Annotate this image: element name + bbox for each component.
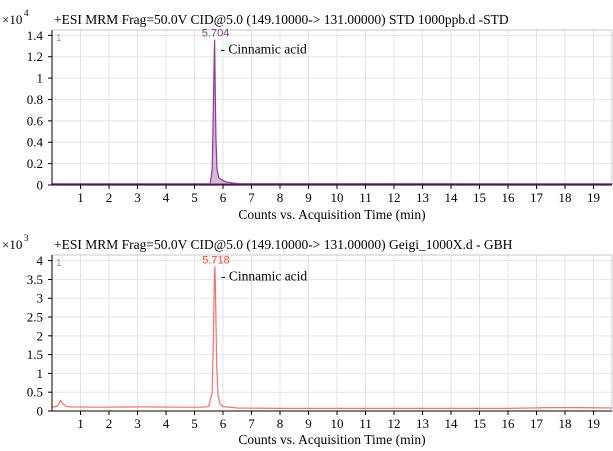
x-tick-label: 16 [501, 416, 515, 431]
x-tick-label: 17 [530, 190, 544, 205]
plot-area [52, 30, 612, 185]
x-tick-label: 3 [134, 190, 141, 205]
chart-title: +ESI MRM Frag=50.0V CID@5.0 (149.10000->… [54, 12, 509, 27]
x-tick-label: 8 [277, 190, 284, 205]
x-tick-label: 9 [305, 190, 312, 205]
x-tick-label: 19 [587, 416, 600, 431]
y-tick-label: 3.5 [27, 272, 43, 287]
y-tick-label: 0.8 [27, 92, 43, 107]
x-tick-label: 13 [416, 190, 429, 205]
scale-factor-exponent: 3 [24, 233, 29, 243]
x-tick-label: 7 [248, 416, 255, 431]
y-tick-label: 0 [37, 404, 44, 419]
x-tick-label: 2 [106, 416, 113, 431]
x-tick-label: 12 [387, 190, 400, 205]
y-tick-label: 1 [37, 366, 44, 381]
x-tick-label: 8 [277, 416, 284, 431]
y-tick-label: 1.4 [27, 28, 44, 43]
x-tick-label: 10 [330, 416, 343, 431]
x-tick-label: 6 [220, 416, 227, 431]
y-tick-label: 0 [37, 178, 44, 193]
y-tick-label: 1.5 [27, 347, 43, 362]
x-tick-label: 18 [558, 190, 571, 205]
x-tick-label: 6 [220, 190, 227, 205]
x-tick-label: 11 [359, 416, 372, 431]
series-line-gbh [51, 266, 613, 409]
x-tick-label: 14 [444, 190, 458, 205]
y-tick-label: 0.2 [27, 156, 43, 171]
x-tick-label: 11 [359, 190, 372, 205]
x-tick-label: 16 [501, 190, 515, 205]
scale-factor-label: ×10 [2, 12, 22, 27]
peak-time-label: 5.704 [202, 28, 230, 40]
chart-panel-gbh: ×10 3 +ESI MRM Frag=50.0V CID@5.0 (149.1… [2, 233, 613, 447]
y-tick-label: 0.5 [27, 385, 43, 400]
x-tick-label: 10 [330, 190, 343, 205]
x-tick-label: 3 [134, 416, 141, 431]
x-tick-label: 17 [530, 416, 544, 431]
series-line-std [52, 39, 613, 185]
compound-label: - Cinnamic acid [221, 268, 307, 283]
y-tick-label: 3 [37, 291, 44, 306]
y-tick-label: 2.5 [27, 310, 43, 325]
y-tick-label: 0.4 [27, 135, 44, 150]
x-tick-label: 4 [163, 416, 170, 431]
scale-factor-label: ×10 [2, 237, 22, 252]
y-tick-label: 2 [37, 328, 44, 343]
y-tick-label: 0.6 [27, 113, 44, 128]
x-tick-label: 1 [77, 416, 84, 431]
panel-number: 1 [56, 33, 62, 44]
x-tick-label: 15 [473, 416, 486, 431]
x-tick-label: 13 [416, 416, 429, 431]
x-axis-title: Counts vs. Acquisition Time (min) [238, 207, 425, 222]
x-tick-label: 5 [191, 416, 198, 431]
x-axis-title: Counts vs. Acquisition Time (min) [238, 432, 425, 447]
y-tick-label: 1 [37, 71, 44, 86]
scale-factor-exponent: 4 [24, 8, 29, 18]
x-tick-label: 2 [106, 190, 113, 205]
y-tick-label: 1.2 [27, 49, 43, 64]
x-tick-label: 12 [387, 416, 400, 431]
y-tick-label: 4 [37, 253, 44, 268]
compound-label: - Cinnamic acid [221, 42, 307, 57]
x-tick-label: 7 [248, 190, 255, 205]
x-tick-label: 18 [558, 416, 571, 431]
x-tick-label: 15 [473, 190, 486, 205]
chart-title: +ESI MRM Frag=50.0V CID@5.0 (149.10000->… [54, 237, 513, 252]
chart-panel-std: ×10 4 +ESI MRM Frag=50.0V CID@5.0 (149.1… [2, 8, 613, 222]
x-tick-label: 14 [444, 416, 458, 431]
plot-area [52, 255, 612, 411]
x-tick-label: 4 [163, 190, 170, 205]
x-tick-label: 19 [587, 190, 600, 205]
peak-time-label: 5.718 [202, 254, 230, 266]
x-tick-label: 1 [77, 190, 84, 205]
panel-number: 1 [56, 258, 62, 269]
x-tick-label: 5 [191, 190, 198, 205]
x-tick-label: 9 [305, 416, 312, 431]
